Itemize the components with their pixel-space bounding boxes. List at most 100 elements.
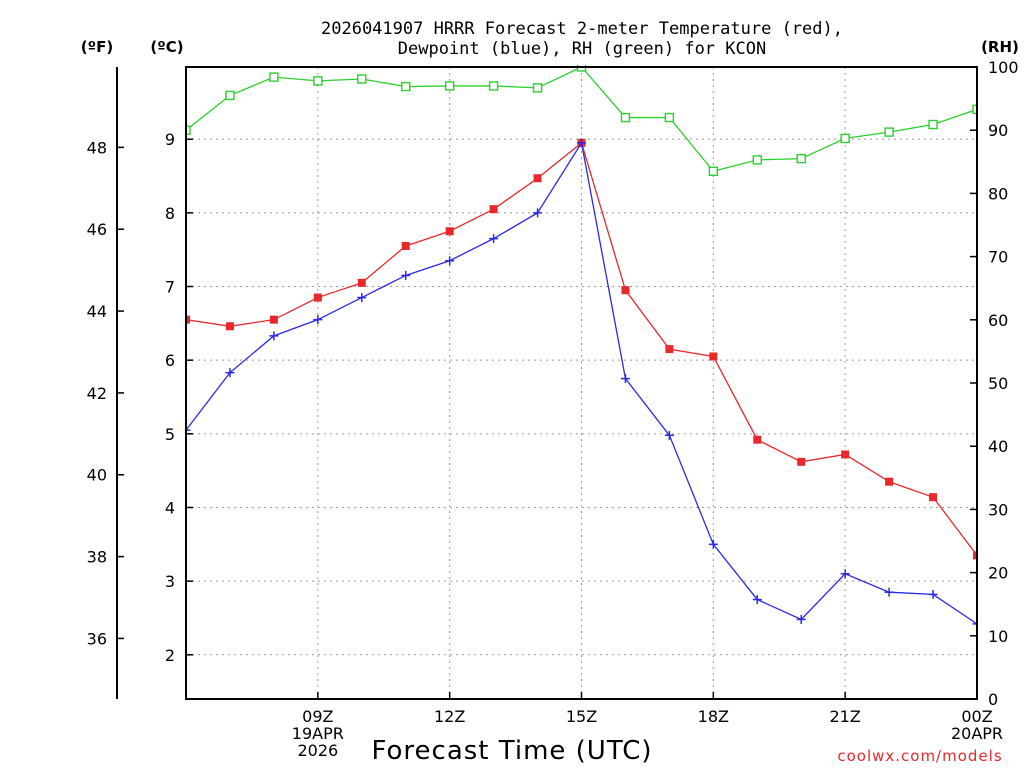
dewpoint-point [620, 374, 630, 384]
celsius-tick-label: 2 [165, 646, 175, 665]
fahrenheit-tick-label: 36 [87, 629, 107, 648]
temperature-point [401, 241, 410, 250]
temperature-point [841, 450, 850, 459]
celsius-tick-label: 3 [165, 572, 175, 591]
right-axis-unit-rh: (RH) [981, 38, 1019, 56]
rh-tick-label: 60 [988, 311, 1008, 330]
dewpoint-point [928, 589, 938, 599]
x-axis-label: Forecast Time (UTC) [371, 736, 652, 766]
chart-title-line-2: Dewpoint (blue), RH (green) for KCON [398, 39, 766, 59]
temperature-point [929, 493, 938, 502]
dewpoint-point [445, 256, 455, 266]
temperature-point [973, 551, 978, 560]
rh-tick-label: 50 [988, 374, 1008, 393]
plot-frame [185, 66, 978, 700]
dewpoint-point [664, 430, 674, 440]
rh-tick-label: 100 [988, 58, 1019, 77]
rh-point [488, 81, 499, 91]
axes-layer: 3638404244464823456789010203040506070809… [87, 58, 1019, 760]
temperature-point [709, 352, 718, 361]
celsius-tick-label: 7 [165, 278, 175, 297]
chart-title-line-1: 2026041907 HRRR Forecast 2-meter Tempera… [321, 19, 843, 39]
rh-point [928, 119, 938, 130]
temperature-point [489, 205, 498, 214]
left-axis-unit-fahrenheit: (ºF) [81, 38, 113, 56]
fahrenheit-tick-label: 40 [87, 466, 107, 485]
rh-point [269, 72, 279, 82]
rh-tick-label: 0 [988, 690, 998, 709]
rh-tick-label: 90 [988, 121, 1008, 140]
rh-point [225, 90, 235, 101]
dewpoint-point [577, 138, 586, 148]
dewpoint-point [752, 595, 762, 605]
rh-point [401, 81, 411, 92]
temperature-point [885, 477, 894, 486]
celsius-tick-label: 6 [165, 351, 175, 370]
x-tick-label: 18Z [698, 707, 729, 726]
rh-tick-label: 10 [988, 627, 1008, 646]
dewpoint-point [708, 539, 718, 549]
dewpoint-line [185, 141, 978, 625]
x-tick-label: 21Z [830, 707, 861, 726]
celsius-tick-label: 9 [165, 130, 175, 149]
celsius-tick-label: 5 [165, 425, 175, 444]
dewpoint-point [489, 234, 499, 244]
rh-point [664, 112, 675, 123]
dewpoint-point [269, 331, 279, 341]
rh-point [840, 133, 850, 144]
grid-layer [186, 67, 978, 699]
temperature-point [313, 293, 322, 302]
series-layer [185, 65, 978, 629]
celsius-tick-label: 8 [165, 204, 175, 223]
x-tick-label: 09Z [302, 707, 333, 726]
temperature-point [357, 278, 366, 287]
x-tick-label: 2026 [297, 741, 338, 760]
celsius-tick-label: 4 [165, 498, 175, 517]
temperature-point [665, 345, 674, 354]
left-axis-unit-celsius: (ºC) [150, 38, 183, 56]
temperature-point [621, 286, 630, 295]
temperature-point [225, 322, 234, 331]
rh-point [444, 81, 455, 91]
rh-tick-label: 80 [988, 184, 1008, 203]
rh-point [884, 127, 894, 137]
temperature-point [533, 174, 542, 183]
rh-line [185, 66, 978, 173]
temperature-point [445, 227, 454, 236]
rh-tick-label: 30 [988, 500, 1008, 519]
x-tick-label: 20APR [951, 724, 1003, 743]
temperature-point [269, 315, 278, 324]
rh-point [620, 112, 631, 123]
fahrenheit-tick-label: 44 [87, 302, 107, 321]
x-tick-label: 00Z [961, 707, 992, 726]
rh-point [708, 166, 719, 176]
fahrenheit-tick-label: 48 [87, 138, 107, 157]
rh-point [796, 153, 806, 164]
fahrenheit-tick-label: 38 [87, 548, 107, 567]
temperature-point [753, 435, 762, 444]
x-tick-label: 12Z [434, 707, 465, 726]
dewpoint-point [313, 315, 323, 325]
dewpoint-point [884, 587, 894, 597]
rh-tick-label: 40 [988, 437, 1008, 456]
x-tick-label: 19APR [292, 724, 344, 743]
rh-point [357, 74, 367, 84]
x-tick-label: 15Z [566, 707, 597, 726]
rh-tick-label: 20 [988, 564, 1008, 583]
temperature-point [797, 457, 806, 466]
temperature-point [185, 315, 190, 324]
dewpoint-point [357, 293, 367, 303]
fahrenheit-tick-label: 42 [87, 384, 107, 403]
dewpoint-point [401, 270, 411, 280]
fahrenheit-tick-label: 46 [87, 220, 107, 239]
dewpoint-point [840, 569, 850, 579]
rh-tick-label: 70 [988, 248, 1008, 267]
rh-point [752, 155, 762, 165]
series-dewpoint [185, 138, 978, 629]
rh-point [313, 76, 323, 86]
dewpoint-point [225, 368, 235, 378]
rh-point [532, 83, 543, 93]
dewpoint-point [796, 614, 806, 624]
dewpoint-point [533, 208, 543, 218]
